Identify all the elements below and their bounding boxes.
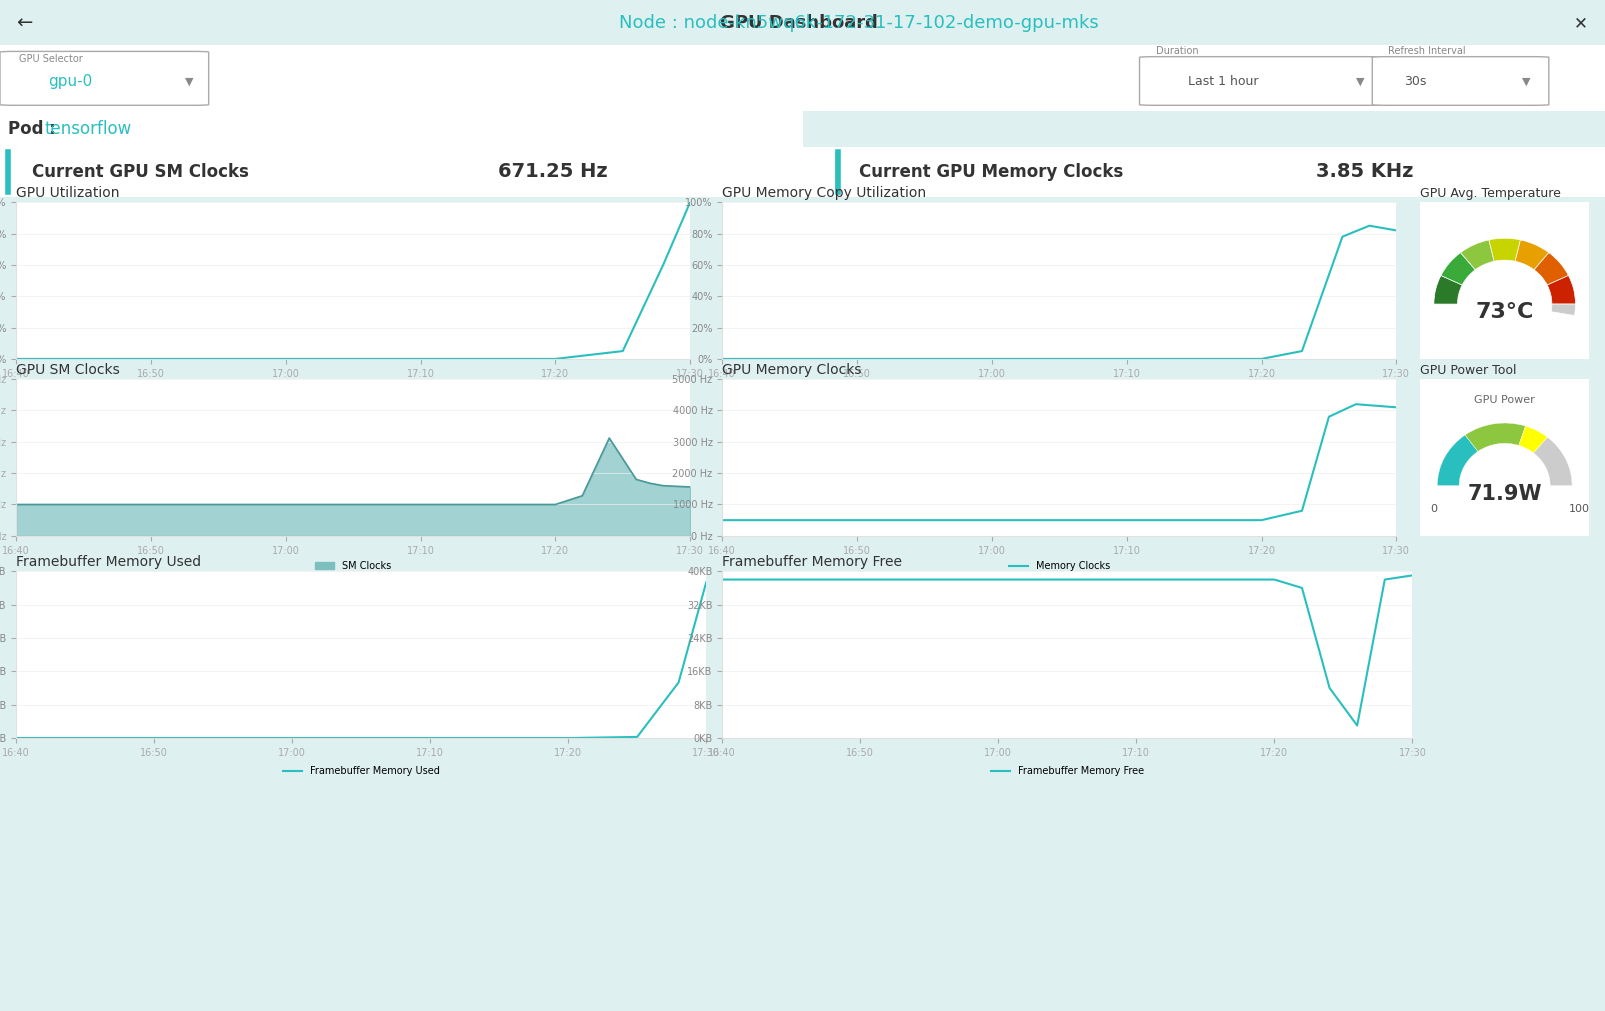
Text: 3.85 KHz: 3.85 KHz bbox=[1316, 163, 1414, 181]
Text: GPU Dashboard: GPU Dashboard bbox=[721, 14, 884, 31]
Text: ▼: ▼ bbox=[1356, 77, 1364, 87]
Wedge shape bbox=[1438, 435, 1478, 485]
Wedge shape bbox=[1550, 304, 1576, 315]
Text: 73°C: 73°C bbox=[1475, 302, 1534, 321]
Text: Node : node-kn5wq6k-172-31-17-102-demo-gpu-mks: Node : node-kn5wq6k-172-31-17-102-demo-g… bbox=[620, 14, 1098, 31]
Text: GPU Power: GPU Power bbox=[1475, 394, 1534, 404]
Text: ✕: ✕ bbox=[1575, 14, 1587, 31]
Text: gpu-0: gpu-0 bbox=[48, 74, 93, 89]
Wedge shape bbox=[1489, 239, 1520, 261]
Text: GPU Avg. Temperature: GPU Avg. Temperature bbox=[1420, 187, 1562, 199]
Text: Current GPU SM Clocks: Current GPU SM Clocks bbox=[32, 163, 249, 181]
Text: Framebuffer Memory Free: Framebuffer Memory Free bbox=[722, 555, 902, 568]
Wedge shape bbox=[1433, 276, 1462, 304]
Wedge shape bbox=[1465, 423, 1525, 452]
Legend: Memory Clocks: Memory Clocks bbox=[1005, 557, 1114, 575]
Wedge shape bbox=[1515, 240, 1549, 270]
Text: GPU Memory Clocks: GPU Memory Clocks bbox=[722, 363, 862, 376]
FancyBboxPatch shape bbox=[1140, 57, 1380, 105]
Text: Last 1 hour: Last 1 hour bbox=[1188, 75, 1258, 88]
Text: ▼: ▼ bbox=[185, 77, 193, 87]
Text: 0: 0 bbox=[1430, 504, 1438, 515]
Text: 671.25 Hz: 671.25 Hz bbox=[498, 163, 607, 181]
Text: Duration: Duration bbox=[1156, 47, 1199, 56]
Text: Framebuffer Memory Used: Framebuffer Memory Used bbox=[16, 555, 201, 568]
Wedge shape bbox=[1534, 438, 1573, 485]
Legend: GPU Utilization: GPU Utilization bbox=[299, 380, 408, 398]
Text: GPU SM Clocks: GPU SM Clocks bbox=[16, 363, 120, 376]
Legend: SM Clocks: SM Clocks bbox=[311, 557, 395, 575]
Legend: Framebuffer Memory Free: Framebuffer Memory Free bbox=[987, 762, 1148, 779]
Wedge shape bbox=[1441, 253, 1475, 285]
Text: 100: 100 bbox=[1568, 504, 1589, 515]
Wedge shape bbox=[1461, 240, 1494, 270]
FancyBboxPatch shape bbox=[1372, 57, 1549, 105]
Text: Refresh Interval: Refresh Interval bbox=[1388, 47, 1465, 56]
Wedge shape bbox=[1547, 276, 1576, 304]
Text: tensorflow: tensorflow bbox=[45, 120, 132, 137]
Text: GPU Selector: GPU Selector bbox=[19, 54, 83, 64]
Wedge shape bbox=[1518, 426, 1547, 453]
Legend: Framebuffer Memory Used: Framebuffer Memory Used bbox=[279, 762, 443, 779]
Text: GPU Utilization: GPU Utilization bbox=[16, 186, 119, 199]
Text: ▼: ▼ bbox=[1522, 77, 1530, 87]
Text: 71.9W: 71.9W bbox=[1467, 483, 1542, 503]
Text: ←: ← bbox=[16, 13, 32, 32]
Legend: Memory Copy Utilization: Memory Copy Utilization bbox=[982, 380, 1136, 398]
Text: Current GPU Memory Clocks: Current GPU Memory Clocks bbox=[859, 163, 1124, 181]
Wedge shape bbox=[1534, 253, 1568, 285]
Text: 30s: 30s bbox=[1404, 75, 1427, 88]
Text: GPU Memory Copy Utilization: GPU Memory Copy Utilization bbox=[722, 186, 926, 199]
FancyBboxPatch shape bbox=[0, 52, 209, 105]
Text: Pod :: Pod : bbox=[8, 120, 61, 137]
Text: GPU Power Tool: GPU Power Tool bbox=[1420, 364, 1517, 376]
